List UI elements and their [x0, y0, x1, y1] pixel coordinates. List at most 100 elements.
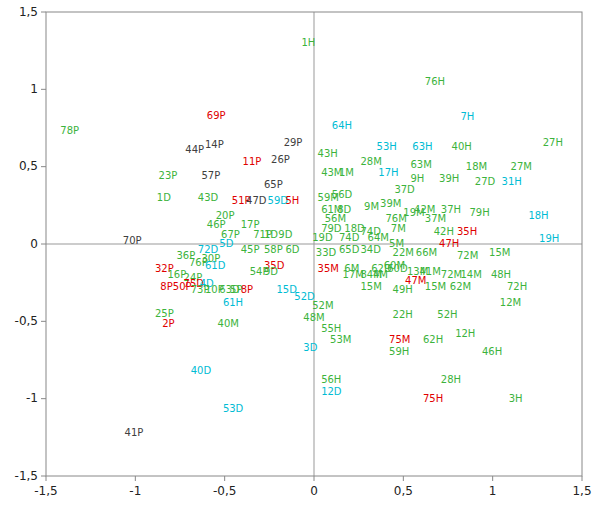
tick-label-y: -1: [26, 391, 38, 405]
point-label: 43D: [198, 192, 219, 203]
tick-label-y: 1: [30, 82, 38, 96]
point-label: 65P: [264, 179, 283, 190]
point-label: 66M: [416, 247, 437, 258]
point-label: 9D: [278, 229, 292, 240]
point-label: 6D: [285, 244, 299, 255]
tick-x: [224, 476, 225, 481]
reference-line-x: [314, 12, 315, 476]
point-label: 58P: [264, 244, 283, 255]
point-label: 7H: [461, 111, 475, 122]
point-label: 27H: [543, 137, 563, 148]
tick-y: [41, 476, 46, 477]
point-label: 72M: [457, 250, 478, 261]
tick-y: [41, 244, 46, 245]
point-label: 70P: [123, 235, 142, 246]
point-label: 79H: [469, 207, 489, 218]
point-label: 44P: [185, 144, 204, 155]
point-label: 22H: [393, 309, 413, 320]
point-label: 76H: [425, 76, 445, 87]
point-label: 28M: [360, 156, 381, 167]
tick-label-x: 0,5: [394, 484, 413, 498]
point-label: 69P: [207, 110, 226, 121]
point-label: 14P: [205, 139, 224, 150]
point-label: 48M: [303, 312, 324, 323]
point-label: 52H: [437, 309, 457, 320]
tick-label-y: 1,5: [19, 5, 38, 19]
point-label: 12M: [500, 297, 521, 308]
point-label: 19H: [539, 233, 559, 244]
point-label: 63H: [412, 141, 432, 152]
point-label: 11P: [243, 156, 262, 167]
point-label: 26P: [271, 154, 290, 165]
point-labels: 1H76H7H64H27H53H63H40H43H28M63M18M27M43M…: [60, 37, 563, 438]
point-label: 17H: [378, 167, 398, 178]
point-label: 63M: [410, 159, 431, 170]
tick-x: [46, 476, 47, 481]
point-label: 27D: [475, 176, 496, 187]
tick-y: [41, 398, 46, 399]
point-label: 34D: [360, 244, 381, 255]
point-label: 65D: [339, 244, 360, 255]
tick-x: [135, 476, 136, 481]
point-label: 4M: [373, 269, 388, 280]
axes: -1,5-1-0,500,511,5-1,5-1-0,500,511,5: [15, 5, 592, 499]
point-label: 40D: [191, 365, 212, 376]
point-label: 25P: [155, 308, 174, 319]
chart: -1,5-1-0,500,511,5-1,5-1-0,500,511,51H76…: [0, 0, 600, 508]
point-label: 72H: [507, 281, 527, 292]
point-label: 75H: [423, 393, 443, 404]
point-label: 12D: [321, 386, 342, 397]
tick-label-x: 1,5: [572, 484, 591, 498]
point-label: 2P: [162, 318, 174, 329]
point-label: 9D: [264, 266, 278, 277]
point-label: 75M: [389, 334, 410, 345]
point-label: 62M: [450, 281, 471, 292]
tick-label-x: 1: [489, 484, 497, 498]
point-label: 9M: [364, 201, 379, 212]
point-label: 1D: [264, 229, 278, 240]
point-label: 18M: [466, 161, 487, 172]
point-label: 9H: [410, 173, 424, 184]
point-label: 56H: [321, 374, 341, 385]
point-label: 23P: [159, 170, 178, 181]
plot-background: [46, 12, 582, 476]
reference-lines: [46, 12, 582, 476]
point-label: 7M: [391, 223, 406, 234]
point-label: 57P: [201, 170, 220, 181]
tick-y: [41, 12, 46, 13]
point-label: 45P: [241, 244, 260, 255]
point-label: 29P: [284, 137, 303, 148]
point-label: 43H: [318, 148, 338, 159]
point-label: 22M: [393, 247, 414, 258]
point-label: 37D: [394, 184, 415, 195]
point-label: 64M: [368, 232, 389, 243]
point-label: 55H: [321, 323, 341, 334]
tick-y: [41, 166, 46, 167]
point-label: 53M: [330, 334, 351, 345]
point-label: 5D: [219, 238, 233, 249]
point-label: 42H: [434, 226, 454, 237]
point-label: 47H: [439, 238, 459, 249]
point-label: 1D: [157, 192, 171, 203]
tick-x: [582, 476, 583, 481]
tick-label-y: 0,5: [19, 159, 38, 173]
point-label: 49H: [393, 284, 413, 295]
point-label: 40H: [452, 141, 472, 152]
tick-label-y: -0,5: [15, 314, 38, 328]
point-label: 35M: [318, 263, 339, 274]
point-label: 37M: [425, 213, 446, 224]
point-label: 1M: [339, 167, 354, 178]
tick-label-x: -1: [129, 484, 141, 498]
tick-x: [403, 476, 404, 481]
point-label: 33D: [316, 247, 337, 258]
point-label: 18H: [528, 210, 548, 221]
point-label: 27M: [511, 161, 532, 172]
tick-label-y: -1,5: [15, 469, 38, 483]
point-label: 39M: [380, 198, 401, 209]
plot-frame: [46, 12, 582, 476]
tick-label-y: 0: [30, 237, 38, 251]
point-label: 31H: [502, 176, 522, 187]
point-label: 78P: [60, 125, 79, 136]
point-label: 14M: [461, 269, 482, 280]
point-label: 56D: [332, 189, 353, 200]
